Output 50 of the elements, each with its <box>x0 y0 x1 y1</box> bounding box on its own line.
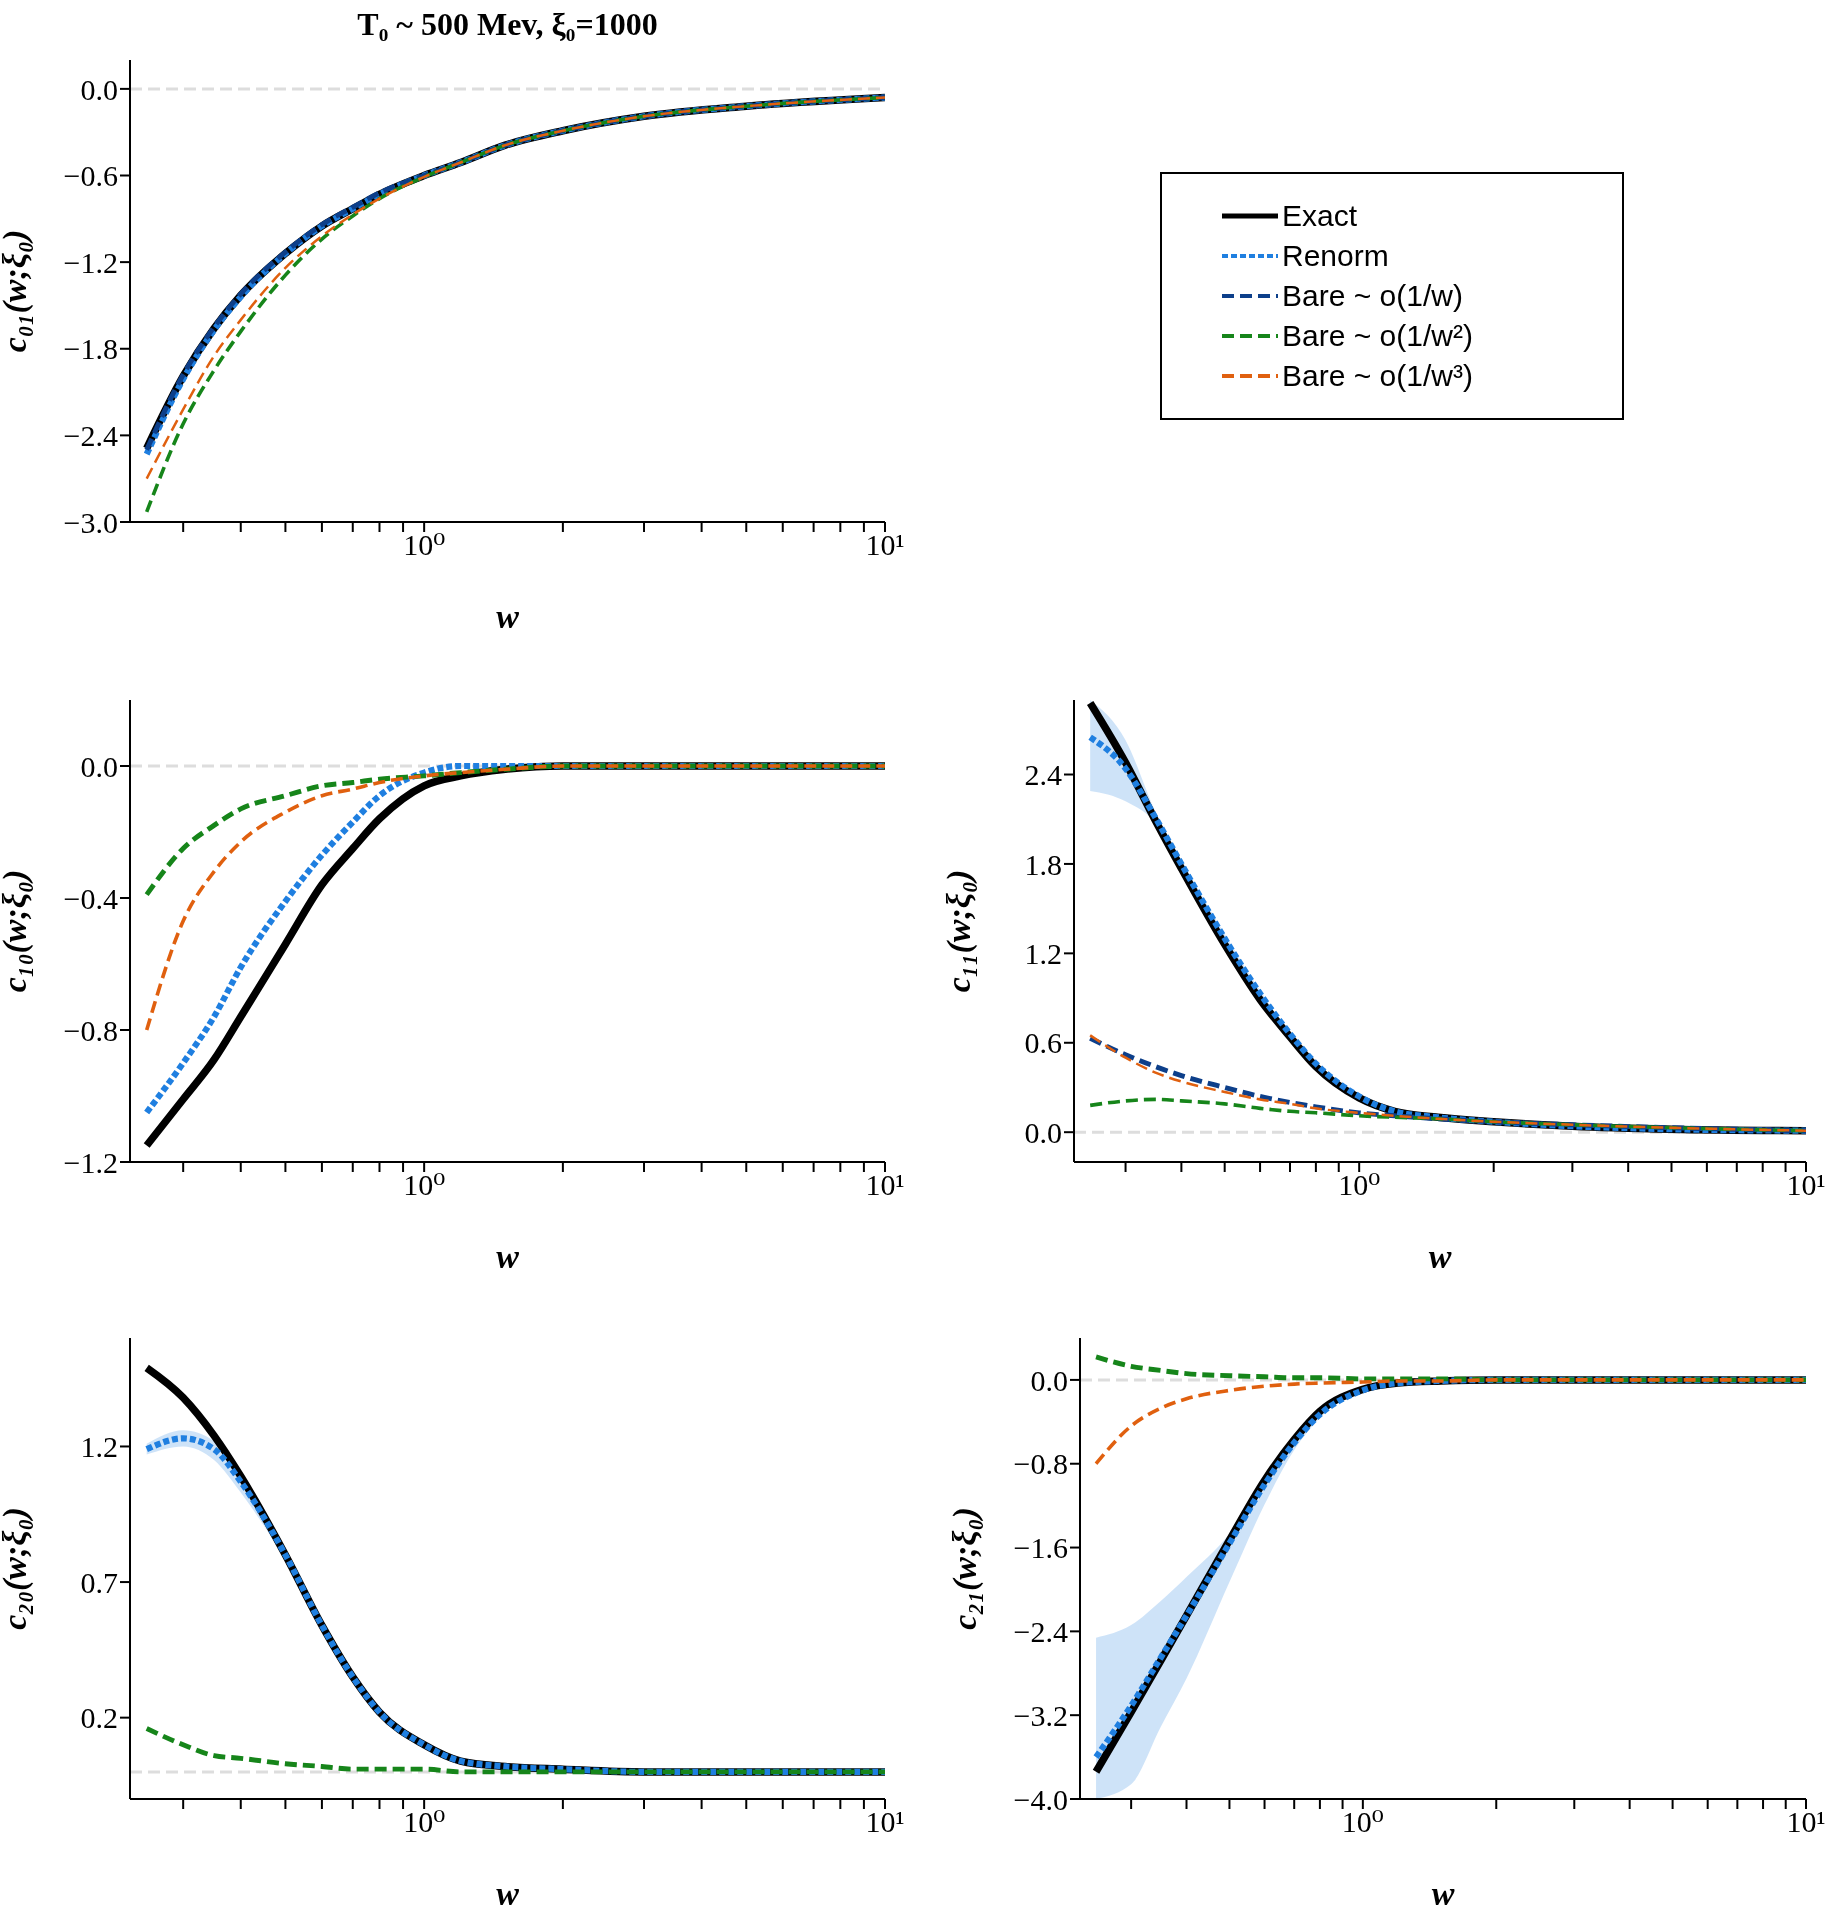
y-tick-label: 1.8 <box>1024 847 1062 881</box>
legend-label: Renorm <box>1282 239 1389 273</box>
y-tick-label: −2.4 <box>63 419 118 453</box>
y-tick-label: 0.6 <box>1024 1026 1062 1060</box>
legend-label: Exact <box>1282 199 1358 233</box>
y-axis-title: c₁₀(w;ξ₀) <box>0 869 35 993</box>
y-tick-label: 0.2 <box>80 1701 118 1735</box>
y-tick-label: −2.4 <box>1013 1615 1068 1649</box>
x-tick-label: 10⁰ <box>403 1168 446 1202</box>
y-tick-label: 0.0 <box>1024 1115 1062 1149</box>
legend-label: Bare ~ o(1/w³) <box>1282 359 1473 393</box>
y-tick-label: −0.4 <box>63 881 118 915</box>
x-axis-title: w <box>496 1875 520 1912</box>
y-tick-label: 2.4 <box>1024 758 1062 792</box>
y-axis-title: c₂₀(w;ξ₀) <box>0 1507 35 1630</box>
y-tick-label: −1.8 <box>63 332 118 366</box>
x-tick-label: 10⁰ <box>403 528 446 562</box>
x-axis-title: w <box>496 1238 520 1275</box>
y-tick-label: −1.6 <box>1013 1531 1068 1565</box>
y-tick-label: 0.0 <box>1030 1363 1068 1397</box>
y-tick-label: −1.2 <box>63 1145 118 1179</box>
x-tick-label: 10¹ <box>1786 1805 1826 1839</box>
y-tick-label: −4.0 <box>1013 1782 1068 1816</box>
y-tick-label: 0.7 <box>80 1565 118 1599</box>
x-tick-label: 10¹ <box>865 1168 905 1202</box>
y-tick-label: −0.8 <box>1013 1447 1068 1481</box>
y-tick-label: −3.2 <box>1013 1698 1068 1732</box>
y-tick-label: 1.2 <box>1024 937 1062 970</box>
x-axis-title: w <box>496 598 520 635</box>
x-tick-label: 10¹ <box>865 528 905 562</box>
x-axis-title: w <box>1428 1238 1452 1275</box>
y-axis-title: c₂₁(w;ξ₀) <box>946 1507 985 1630</box>
x-tick-label: 10⁰ <box>1341 1805 1384 1839</box>
x-tick-label: 10⁰ <box>403 1805 446 1839</box>
y-tick-label: −1.2 <box>63 245 118 279</box>
legend-label: Bare ~ o(1/w²) <box>1282 319 1473 353</box>
y-tick-label: 0.0 <box>80 72 118 106</box>
chart-title: T₀ ~ 500 Mev, ξ₀=1000 <box>356 6 659 43</box>
y-axis-title: c₀₁(w;ξ₀) <box>0 229 35 353</box>
x-tick-label: 10⁰ <box>1338 1168 1381 1202</box>
x-axis-title: w <box>1431 1875 1455 1912</box>
x-tick-label: 10¹ <box>865 1805 905 1839</box>
y-tick-label: −0.6 <box>63 159 118 193</box>
y-tick-label: 1.2 <box>80 1430 118 1464</box>
x-tick-label: 10¹ <box>1786 1168 1826 1202</box>
y-tick-label: −0.8 <box>63 1013 118 1047</box>
legend-label: Bare ~ o(1/w) <box>1282 279 1463 313</box>
y-axis-title: c₁₁(w;ξ₀) <box>940 869 979 993</box>
y-tick-label: −3.0 <box>63 505 118 539</box>
y-tick-label: 0.0 <box>80 749 118 783</box>
